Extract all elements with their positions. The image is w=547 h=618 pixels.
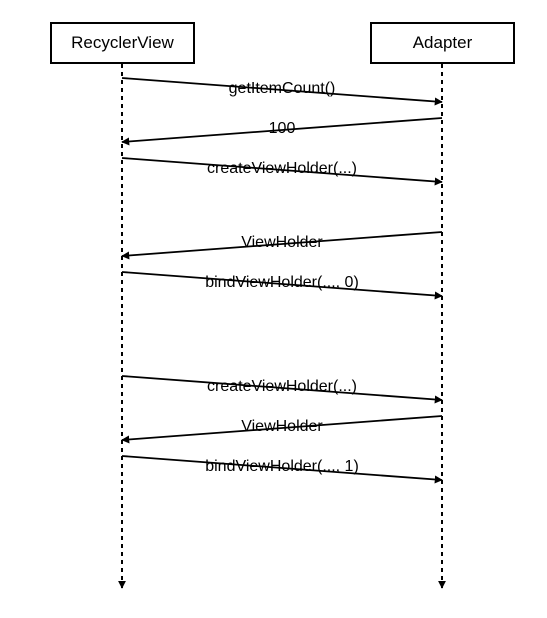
message-label: bindViewHolder(..., 0) — [205, 274, 359, 292]
message-label: ViewHolder — [241, 418, 323, 436]
participant-adapter-label: Adapter — [413, 33, 473, 53]
message-label: createViewHolder(...) — [207, 160, 357, 178]
message-label: bindViewHolder(..., 1) — [205, 458, 359, 476]
participant-recyclerview-label: RecyclerView — [71, 33, 174, 53]
message-label: createViewHolder(...) — [207, 378, 357, 396]
participant-adapter: Adapter — [370, 22, 515, 64]
sequence-diagram: RecyclerView Adapter getItemCount() 100 … — [0, 0, 547, 618]
participant-recyclerview: RecyclerView — [50, 22, 195, 64]
message-label: 100 — [269, 120, 296, 138]
message-label: getItemCount() — [229, 80, 336, 98]
message-label: ViewHolder — [241, 234, 323, 252]
